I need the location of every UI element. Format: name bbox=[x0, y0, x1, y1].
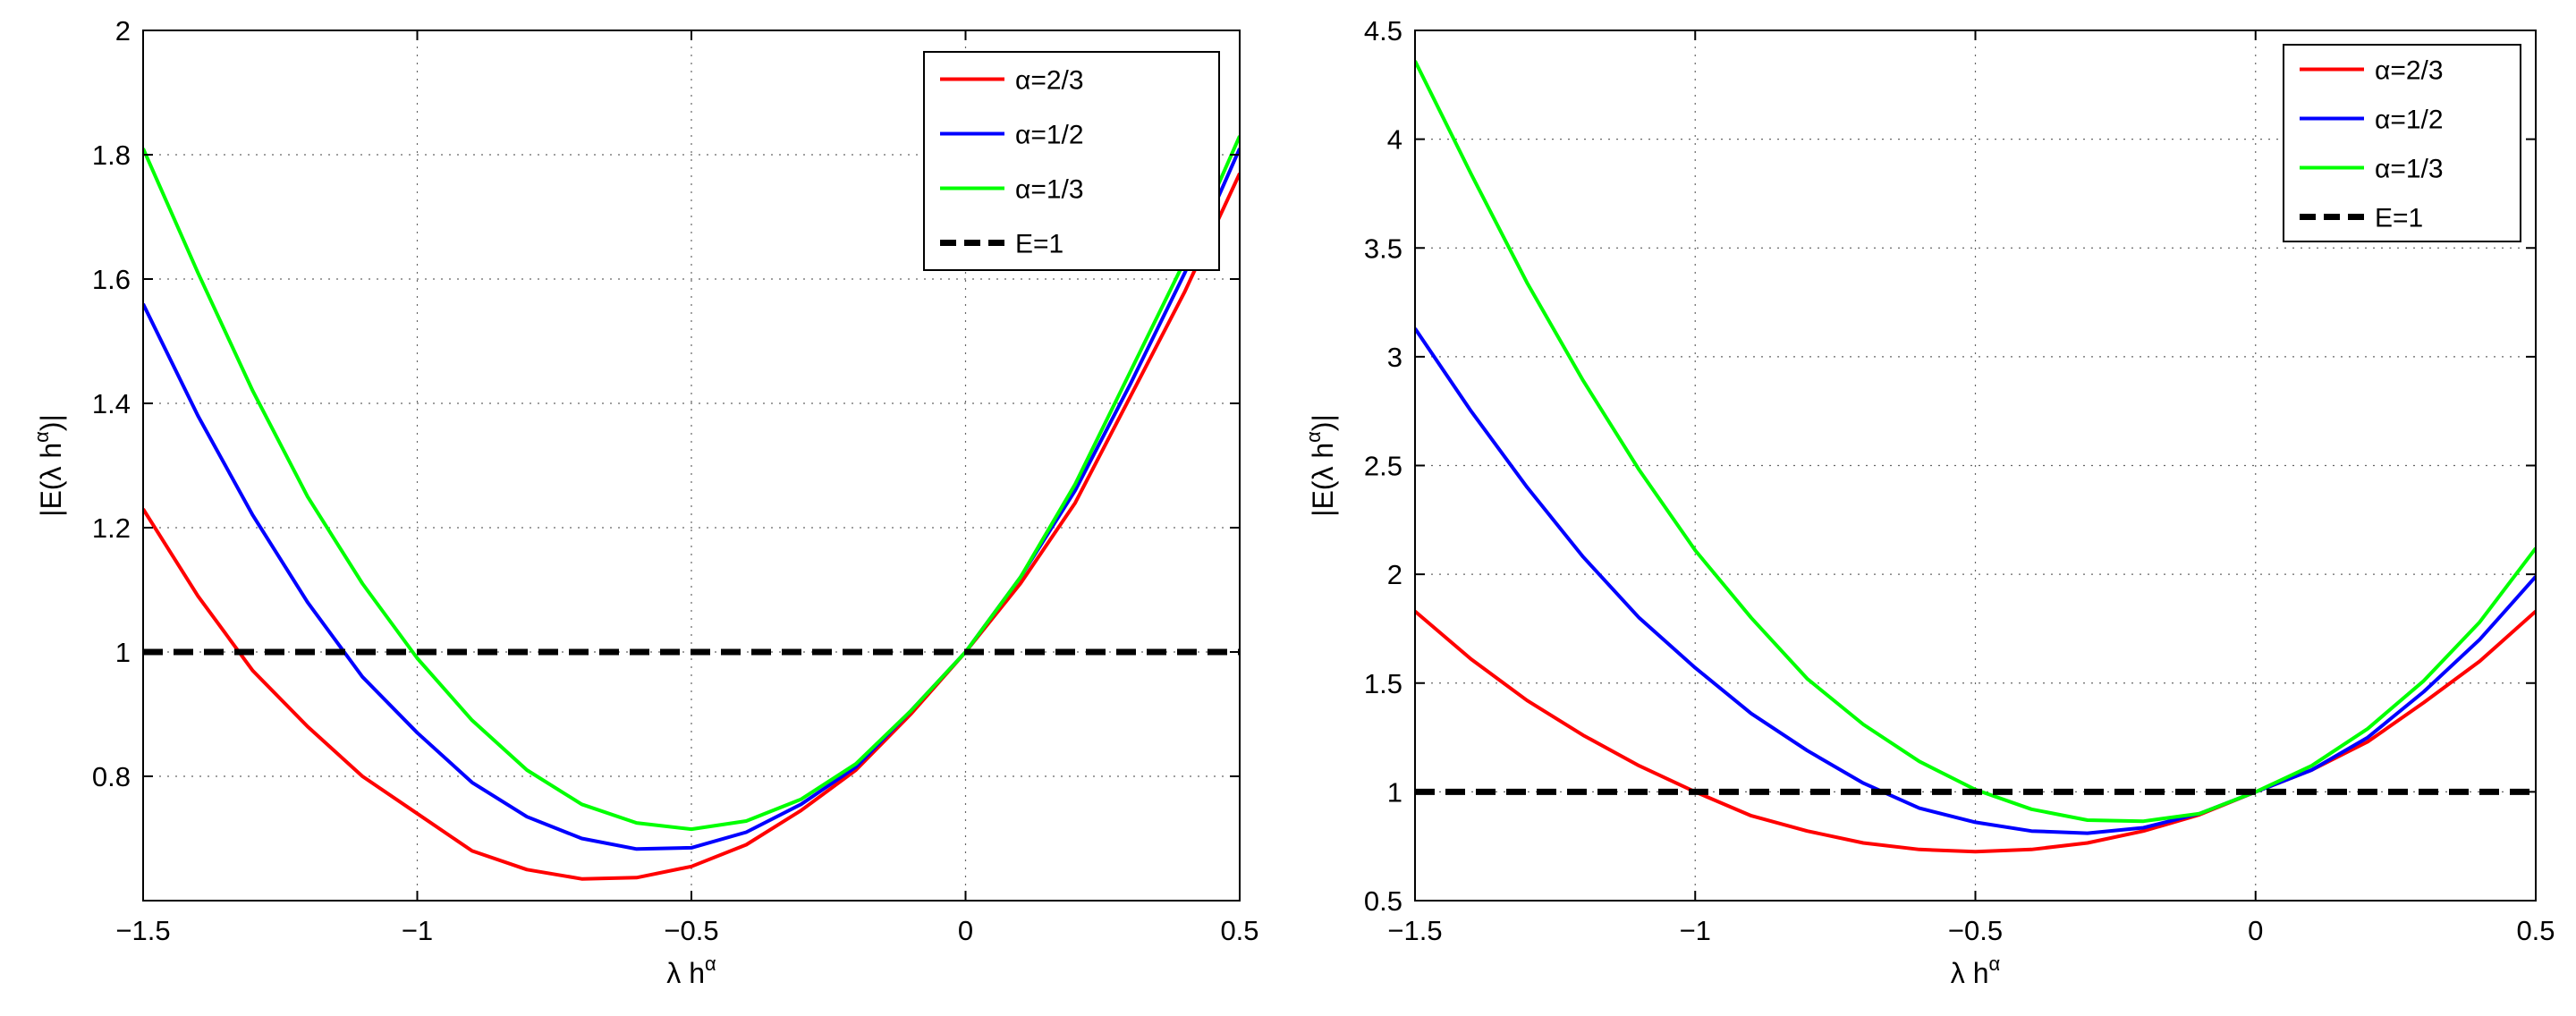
chart-panel-2: −1.5 −1 −0.5 0 0.50.511.522.533.544.5λ hα|E(… bbox=[1302, 15, 2555, 989]
x-tick-label: 0.5 bbox=[1220, 915, 1258, 946]
y-axis-label-sup: α bbox=[1302, 431, 1325, 443]
x-tick-label: −1.5 bbox=[1387, 915, 1442, 946]
legend-box bbox=[2283, 44, 2521, 242]
legend-label-4: E=1 bbox=[2375, 204, 2423, 233]
x-axis-label-sup: α bbox=[705, 952, 716, 975]
legend: α=2/3 α=1/2 α=1/3 E=1 bbox=[923, 51, 1220, 271]
y-tick-label: 1 bbox=[1387, 776, 1402, 808]
chart-panel-1: −1.5 −1 −0.5 0 0.50.811.21.41.61.82λ hα|E(λ … bbox=[30, 15, 1259, 989]
y-axis-label-text: |E(λ h bbox=[1307, 443, 1339, 517]
y-tick-label: 2 bbox=[1387, 559, 1402, 590]
x-tick-label: 0 bbox=[958, 915, 973, 946]
legend: α=2/3 α=1/2 α=1/3 E=1 bbox=[2283, 44, 2521, 242]
y-tick-label: 1.4 bbox=[92, 388, 131, 419]
x-axis-label: λ hα bbox=[666, 952, 716, 989]
y-axis-label: |E(λ hα)| bbox=[30, 414, 67, 517]
legend-label-2: α=1/2 bbox=[2375, 106, 2444, 135]
series-group bbox=[143, 135, 1240, 881]
y-axis-label-sup: α bbox=[30, 431, 53, 443]
y-axis-label: |E(λ hα)| bbox=[1302, 414, 1339, 517]
x-axis-label-text: λ h bbox=[1951, 957, 1989, 989]
y-axis-label-text: |E(λ h bbox=[35, 443, 67, 517]
x-tick-label: 0.5 bbox=[2516, 915, 2555, 946]
series-group bbox=[1415, 60, 2536, 854]
y-tick-label: 2.5 bbox=[1364, 451, 1402, 482]
legend-label-1: α=2/3 bbox=[1015, 66, 1084, 96]
y-axis-label-close: )| bbox=[1307, 414, 1339, 431]
series-line-2 bbox=[1415, 327, 2536, 835]
series-line-3 bbox=[143, 135, 1240, 832]
x-tick-label: −0.5 bbox=[664, 915, 718, 946]
x-tick-label: −0.5 bbox=[1948, 915, 2003, 946]
legend-box bbox=[923, 51, 1220, 271]
y-tick-label: 1 bbox=[115, 637, 131, 668]
x-axis-label-sup: α bbox=[1988, 952, 2000, 975]
y-tick-label: 1.5 bbox=[1364, 668, 1402, 699]
x-axis-label: λ hα bbox=[1951, 952, 2001, 989]
y-tick-label: 3 bbox=[1387, 342, 1402, 373]
legend-label-1: α=2/3 bbox=[2375, 56, 2444, 86]
x-tick-label: −1.5 bbox=[115, 915, 170, 946]
y-tick-label: 3.5 bbox=[1364, 233, 1402, 264]
series-line-2 bbox=[143, 148, 1240, 851]
x-tick-label: −1 bbox=[1680, 915, 1711, 946]
x-tick-label: −1 bbox=[402, 915, 433, 946]
series-line-1 bbox=[143, 173, 1240, 881]
y-tick-label: 1.8 bbox=[92, 140, 131, 171]
y-tick-label: 2 bbox=[115, 15, 131, 47]
y-tick-label: 4 bbox=[1387, 124, 1402, 156]
y-tick-label: 4.5 bbox=[1364, 15, 1402, 47]
legend-label-3: α=1/3 bbox=[1015, 175, 1084, 205]
legend-label-2: α=1/2 bbox=[1015, 121, 1084, 150]
y-tick-label: 0.5 bbox=[1364, 885, 1402, 917]
y-tick-label: 1.6 bbox=[92, 264, 131, 295]
y-tick-label: 0.8 bbox=[92, 761, 131, 792]
legend-label-3: α=1/3 bbox=[2375, 155, 2444, 184]
x-tick-label: 0 bbox=[2248, 915, 2263, 946]
series-line-1 bbox=[1415, 609, 2536, 854]
y-tick-label: 1.2 bbox=[92, 512, 131, 544]
legend-label-4: E=1 bbox=[1015, 230, 1063, 259]
x-axis-label-text: λ h bbox=[666, 957, 705, 989]
y-axis-label-close: )| bbox=[35, 414, 67, 431]
